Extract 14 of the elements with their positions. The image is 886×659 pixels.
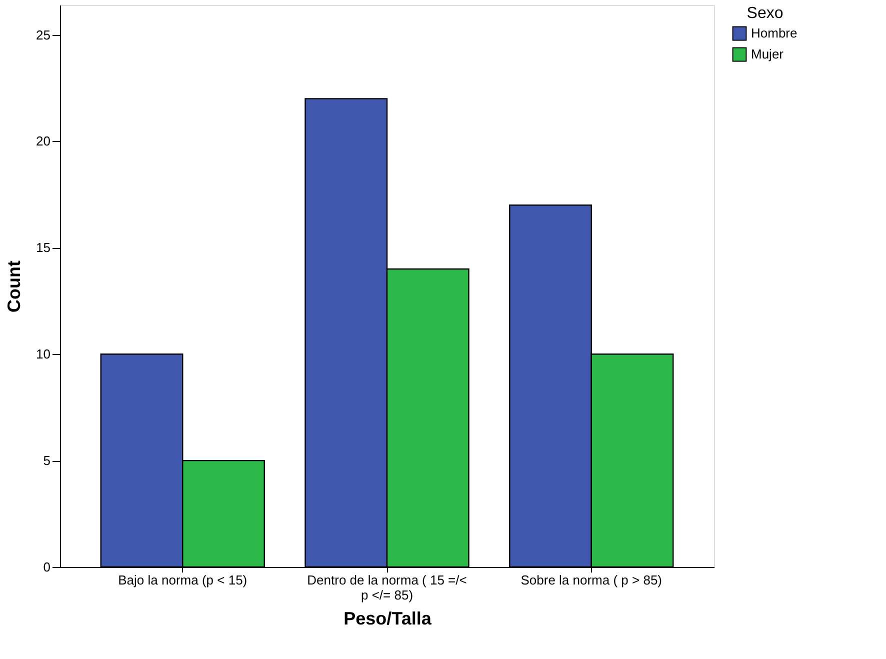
x-axis-title: Peso/Talla [344,608,432,628]
x-tick-label: Bajo la norma (p < 15) [118,572,248,588]
y-tick-label: 25 [36,27,50,42]
x-tick-label: Sobre la norma ( p > 85) [520,572,662,588]
legend-title: Sexo [746,5,784,22]
y-tick-label: 0 [43,560,50,574]
y-tick-label: 10 [36,346,50,362]
legend-label: Mujer [751,46,784,62]
y-tick-label: 20 [36,134,50,149]
legend-label: Hombre [751,26,798,40]
x-tick-label: Dentro de la norma ( 15 =/< p </= 85) [307,572,467,602]
y-axis-title: Count [4,260,24,312]
y-tick-label: 15 [36,240,50,256]
y-tick-label: 5 [43,453,50,468]
